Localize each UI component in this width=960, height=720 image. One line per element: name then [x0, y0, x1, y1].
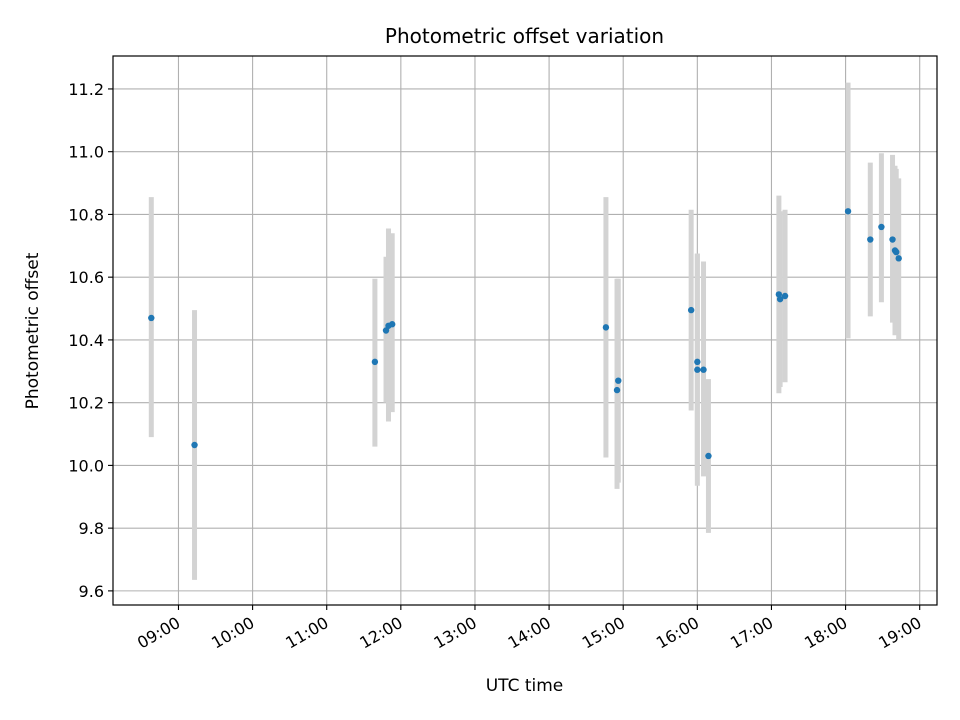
y-axis-ticks: 9.6 9.8 10.0 10.2 10.4 10.6 10.8 11.0 11.2 [68, 80, 113, 601]
chart-title: Photometric offset variation [385, 24, 664, 48]
data-point [687, 306, 695, 314]
data-point [844, 208, 852, 215]
y-tick-label: 11.2 [68, 80, 104, 99]
data-point [694, 366, 701, 373]
data-point [191, 441, 198, 449]
data-point [694, 358, 701, 366]
x-axis-title: UTC time [486, 676, 564, 696]
y-tick-label: 9.6 [79, 582, 104, 601]
y-axis-title: Photometric offset [23, 252, 43, 409]
data-point [613, 386, 621, 394]
data-point [388, 321, 396, 328]
data-points [148, 208, 902, 460]
y-tick-label: 11.0 [68, 143, 104, 162]
y-tick-label: 10.0 [68, 456, 104, 475]
data-point [615, 377, 622, 384]
grid [113, 56, 937, 605]
plot-frame [112, 55, 938, 606]
data-point [867, 236, 874, 243]
data-point [148, 314, 155, 322]
y-tick-label: 10.8 [68, 205, 104, 224]
y-tick-label: 10.2 [68, 394, 104, 413]
data-point [776, 295, 784, 303]
data-point [893, 248, 900, 256]
data-point [878, 223, 885, 231]
data-point [382, 327, 390, 334]
data-point [602, 324, 610, 331]
data-point [700, 366, 707, 373]
data-point [705, 452, 712, 460]
y-tick-label: 9.8 [79, 519, 104, 538]
y-tick-label: 10.6 [68, 268, 104, 287]
data-point [889, 236, 896, 243]
data-point [895, 255, 902, 262]
y-tick-label: 10.4 [68, 331, 104, 350]
data-point [371, 358, 379, 366]
data-point [781, 292, 789, 300]
